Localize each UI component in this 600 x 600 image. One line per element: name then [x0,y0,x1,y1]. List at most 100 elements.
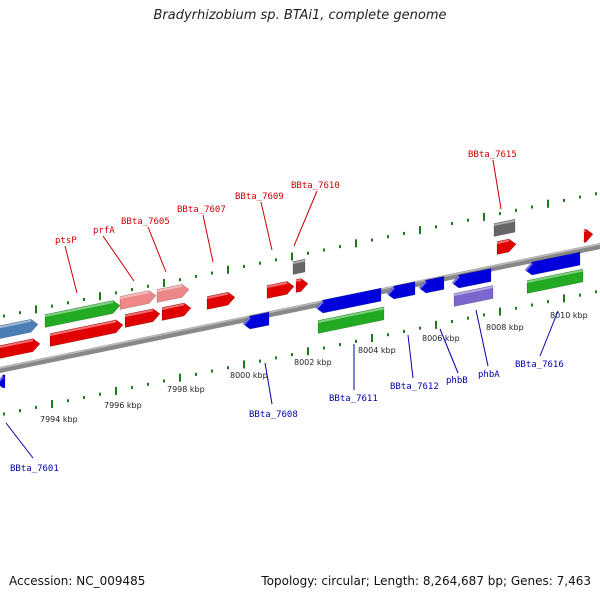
gene-feature [266,281,295,299]
feature-highlight [295,278,302,282]
major-tick [499,307,501,316]
feature-highlight [451,275,460,286]
gene-label-BBta_7601: BBta_7601 [10,464,59,474]
minor-tick [3,314,5,318]
genome-stats-text: Topology: circular; Length: 8,264,687 bp… [261,574,591,588]
major-tick [243,360,245,369]
minor-tick [451,222,453,226]
feature-highlight [44,300,114,317]
gene-feature [451,268,492,289]
gene-feature [453,285,494,307]
minor-tick [435,225,437,229]
feature-highlight [124,309,154,317]
feature-highlight [161,303,185,310]
gene-feature [206,291,236,310]
minor-tick [131,386,133,390]
genome-backbone [0,243,600,373]
minor-tick [403,329,405,333]
feature-highlight [0,339,34,348]
minor-tick [83,297,85,301]
scale-label: 8000 kbp [230,371,268,380]
minor-tick [387,235,389,239]
forward-gene-labels: ptsP prfA BBta_7605 BBta_7607 BBta_7609 … [55,150,517,294]
gene-feature [524,251,581,276]
gene-feature [493,218,516,237]
gene-feature [292,258,306,275]
scale-label: 8002 kbp [294,358,332,367]
gene-feature [156,284,190,303]
feature-highlight [49,320,117,336]
label-leader [407,334,414,379]
label-leader [264,362,273,405]
gene-feature [161,302,192,321]
minor-tick [35,405,37,409]
feature-highlight [524,262,533,273]
label-leader [147,226,167,273]
feature-highlight [493,219,516,226]
feature-highlight [526,269,584,283]
minor-tick [451,320,453,324]
minor-tick [99,392,101,396]
feature-highlight [496,239,510,244]
major-tick [35,305,37,314]
feature-highlight [292,259,306,264]
major-tick [419,226,421,235]
feature-highlight [242,316,251,327]
scale-label: 8004 kbp [358,346,396,355]
feature-highlight [206,292,229,299]
scale-label: 8006 kbp [422,334,460,343]
minor-tick [579,293,581,297]
gene-feature [496,238,517,255]
gene-feature [49,319,124,347]
minor-tick [467,316,469,320]
gene-label-phbB: phbB [446,376,468,386]
major-tick [291,252,293,261]
minor-tick [387,333,389,337]
gene-label-BBta_7615: BBta_7615 [468,150,517,160]
gene-feature [124,308,161,328]
minor-tick [3,412,5,416]
minor-tick [467,218,469,222]
minor-tick [355,339,357,343]
major-tick [307,347,309,356]
feature-highlight [315,300,324,311]
feature-highlight [119,291,150,299]
minor-tick [547,300,549,304]
feature-highlight [317,307,385,323]
scale-label: 7994 kbp [40,415,78,424]
gene-feature [386,281,416,300]
major-tick [563,294,565,303]
minor-tick [147,382,149,386]
minor-tick [323,248,325,252]
minor-tick [515,306,517,310]
major-tick [483,212,485,221]
minor-tick [515,208,517,212]
feature-highlight [386,286,395,297]
major-tick [371,334,373,343]
label-leader [64,245,78,294]
reverse-gene-labels: BBta_7601 BBta_7608 BBta_7611 BBta_7612 … [5,309,564,474]
label-leader [202,214,214,263]
map-title: Bradyrhizobium sp. BTAi1, complete genom… [153,8,447,23]
major-tick [179,373,181,382]
scale-label: 8008 kbp [486,323,524,332]
minor-tick [499,212,501,216]
major-tick [435,320,437,329]
minor-tick [163,379,165,383]
minor-tick [531,205,533,209]
major-tick [355,239,357,248]
gene-label-BBta_7609: BBta_7609 [235,192,284,202]
label-leader [293,190,318,247]
minor-tick [307,251,309,255]
minor-tick [67,301,69,305]
minor-tick [403,231,405,235]
minor-tick [339,245,341,249]
gene-feature [119,290,157,310]
gene-label-BBta_7616: BBta_7616 [515,360,564,370]
feature-highlight [156,284,183,292]
minor-tick [563,198,565,202]
minor-tick [259,359,261,363]
minor-tick [483,313,485,317]
scale-label: 8010 kbp [550,311,588,320]
